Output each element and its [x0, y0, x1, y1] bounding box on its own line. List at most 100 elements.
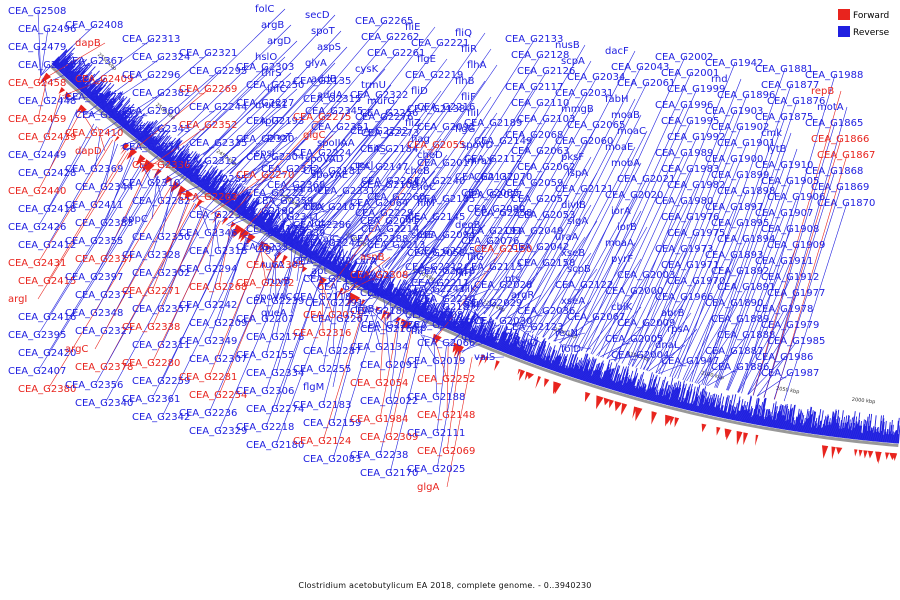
reverse-feature — [674, 381, 682, 407]
gene-label: CEA_G2222 — [246, 188, 304, 199]
reverse-feature — [352, 265, 363, 283]
gene-label: CEA_G2122 — [555, 280, 613, 291]
label-leader-line — [446, 346, 449, 416]
gene-label: CEA_G2221 — [411, 38, 469, 49]
reverse-feature — [857, 425, 861, 440]
label-leader-line — [250, 168, 292, 189]
reverse-feature — [385, 283, 394, 300]
reverse-feature — [810, 411, 815, 434]
gene-label: CEA_G1942 — [705, 58, 763, 69]
reverse-feature — [662, 389, 668, 405]
reverse-feature — [796, 413, 801, 432]
gene-label: deoB — [455, 220, 481, 231]
label-leader-line — [102, 92, 163, 132]
reverse-feature — [738, 405, 743, 422]
reverse-feature — [199, 167, 215, 188]
label-leader-line — [161, 239, 249, 418]
reverse-feature — [456, 316, 465, 334]
label-leader-line — [747, 292, 798, 395]
reverse-feature — [81, 78, 94, 93]
reverse-feature — [133, 126, 142, 137]
reverse-feature — [454, 314, 464, 333]
reverse-feature — [474, 318, 485, 341]
reverse-feature — [486, 333, 493, 346]
forward-feature — [609, 399, 614, 409]
reverse-feature — [521, 338, 530, 360]
reverse-feature — [76, 75, 89, 89]
reverse-feature — [256, 213, 266, 227]
reverse-feature — [711, 394, 718, 416]
label-leader-line — [151, 187, 175, 256]
forward-feature — [517, 368, 521, 376]
reverse-feature — [796, 414, 800, 432]
reverse-feature — [888, 431, 891, 443]
gene-label: CEA_G2193 — [246, 116, 304, 127]
reverse-feature — [649, 374, 658, 401]
reverse-feature — [147, 139, 155, 148]
reverse-feature — [754, 414, 758, 425]
reverse-feature — [447, 318, 454, 330]
label-leader-line — [197, 205, 220, 216]
reverse-feature — [611, 369, 619, 390]
gene-label: moaE — [605, 142, 633, 153]
gene-label: CEA_G2242 — [179, 300, 237, 311]
label-leader-line — [377, 252, 438, 314]
label-leader-line — [738, 308, 786, 393]
reverse-feature — [145, 137, 153, 147]
reverse-feature — [266, 209, 282, 233]
gene-label: CEA_G2003 — [617, 270, 675, 281]
label-leader-line — [94, 129, 102, 170]
reverse-feature — [113, 112, 122, 121]
gene-label: fliD — [411, 86, 428, 97]
legend-swatch-reverse — [838, 26, 850, 37]
reverse-feature — [651, 383, 658, 402]
reverse-feature — [852, 422, 856, 440]
label-leader-line — [218, 247, 262, 360]
label-leader-line — [558, 316, 598, 344]
label-leader-line — [419, 212, 505, 334]
reverse-feature — [84, 75, 103, 96]
reverse-feature — [806, 417, 810, 434]
reverse-feature — [535, 354, 541, 365]
gene-label: CEA_G1881 — [755, 64, 813, 75]
gene-label: CEA_G2173 — [246, 224, 304, 235]
reverse-feature — [740, 400, 746, 422]
label-leader-line — [523, 82, 648, 331]
label-leader-line — [646, 158, 736, 371]
reverse-feature — [734, 396, 741, 421]
label-leader-line — [390, 270, 392, 326]
reverse-feature — [553, 354, 561, 372]
gene-label: flhB — [455, 76, 475, 87]
reverse-feature — [572, 364, 578, 378]
reverse-feature — [541, 355, 547, 367]
reverse-feature — [364, 280, 370, 289]
gene-label: CEA_G2107 — [303, 202, 361, 213]
reverse-feature — [87, 77, 106, 98]
gene-label: spoVD — [461, 140, 494, 151]
reverse-feature — [530, 354, 535, 363]
gene-label: CEA_G2264 — [361, 176, 419, 187]
reverse-feature — [859, 425, 863, 440]
reverse-feature — [420, 305, 427, 318]
reverse-feature — [107, 95, 125, 116]
reverse-feature — [573, 359, 581, 378]
reverse-feature — [518, 332, 530, 359]
label-leader-line — [291, 260, 324, 267]
label-leader-line — [402, 194, 495, 327]
gene-label: CEA_G1903 — [705, 106, 763, 117]
reverse-feature — [166, 156, 172, 163]
reverse-feature — [115, 109, 127, 123]
gene-label: CEA_G2017 — [417, 158, 475, 169]
gene-label: CEA_G2148 — [417, 410, 475, 421]
reverse-feature — [713, 395, 720, 417]
reverse-feature — [237, 200, 247, 214]
reverse-feature — [193, 163, 208, 184]
reverse-feature — [368, 279, 375, 292]
map-caption: Clostridium acetobutylicum EA 2018, comp… — [298, 581, 591, 590]
reverse-feature — [156, 136, 172, 156]
gene-label: CEA_G2350 — [132, 232, 190, 243]
reverse-feature — [889, 425, 892, 443]
reverse-feature — [744, 410, 748, 423]
gene-label: addB — [311, 74, 337, 85]
